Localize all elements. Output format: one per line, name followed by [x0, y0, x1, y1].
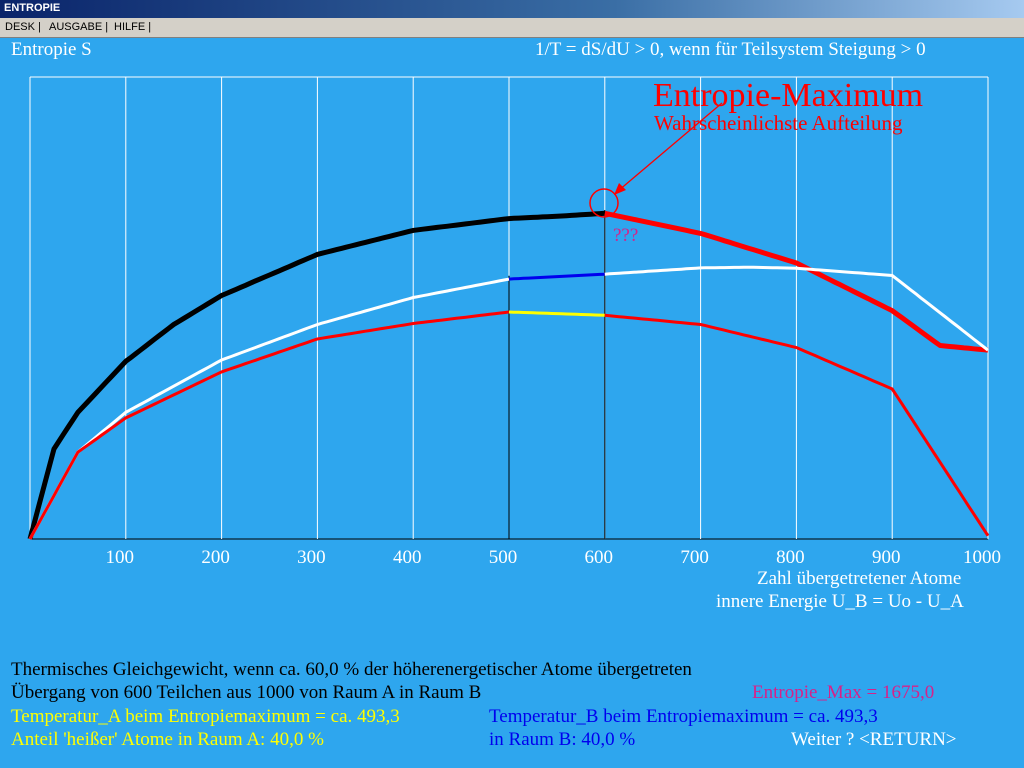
maximum-arrow: [617, 102, 723, 192]
series-line: [27, 210, 605, 540]
transfer-text: Übergang von 600 Teilchen aus 1000 von R…: [11, 682, 482, 703]
x-axis-label-1: Zahl übergetretener Atome: [757, 568, 962, 589]
x-tick-label: 200: [201, 547, 230, 568]
x-tick-label: 500: [489, 547, 518, 568]
temperature-b-text: Temperatur_B beim Entropiemaximum = ca. …: [489, 706, 878, 727]
window-title: ENTROPIE: [4, 2, 61, 14]
series-line: [28, 310, 510, 540]
header-formula: 1/T = dS/dU > 0, wenn für Teilsystem Ste…: [535, 39, 926, 60]
x-tick-label: 100: [106, 547, 135, 568]
entropy-max-value: Entropie_Max = 1675,0: [752, 682, 935, 703]
y-axis-label: Entropie S: [11, 39, 92, 60]
series-line-highlight: [508, 310, 605, 317]
annotation-subtitle: Wahrscheinlichste Aufteilung: [654, 111, 903, 135]
series-line: [604, 313, 990, 537]
x-tick-label: 800: [776, 547, 805, 568]
menu-desk[interactable]: DESK |: [5, 21, 41, 33]
continue-prompt[interactable]: Weiter ? <RETURN>: [791, 729, 957, 750]
x-tick-label: 300: [297, 547, 326, 568]
x-tick-label: 600: [585, 547, 614, 568]
x-tick-label: 700: [680, 547, 709, 568]
annotation-title: Entropie-Maximum: [653, 77, 924, 114]
x-tick-label: 900: [872, 547, 901, 568]
series-line-highlight: [604, 210, 989, 353]
share-b-text: in Raum B: 40,0 %: [489, 729, 636, 750]
title-bar: ENTROPIE: [0, 0, 1024, 18]
series-line: [604, 265, 989, 352]
series-line-highlight: [508, 272, 605, 281]
maximum-question-marks: ???: [613, 225, 639, 246]
x-axis-label-2: innere Energie U_B = Uo - U_A: [716, 591, 964, 612]
maximum-circle: [589, 188, 619, 218]
equilibrium-text: Thermisches Gleichgewicht, wenn ca. 60,0…: [11, 659, 692, 680]
x-tick-label: 1000: [963, 547, 1001, 568]
arrow-head: [614, 183, 626, 195]
temperature-a-text: Temperatur_A beim Entropiemaximum = ca. …: [11, 706, 400, 727]
menu-bar: DESK | AUSGABE | HILFE |: [0, 18, 1024, 38]
menu-hilfe[interactable]: HILFE |: [114, 21, 152, 33]
share-a-text: Anteil 'heißer' Atome in Raum A: 40,0 %: [11, 729, 324, 750]
x-tick-label: 400: [393, 547, 422, 568]
series-line: [28, 277, 510, 540]
menu-ausgabe[interactable]: AUSGABE |: [49, 21, 109, 33]
